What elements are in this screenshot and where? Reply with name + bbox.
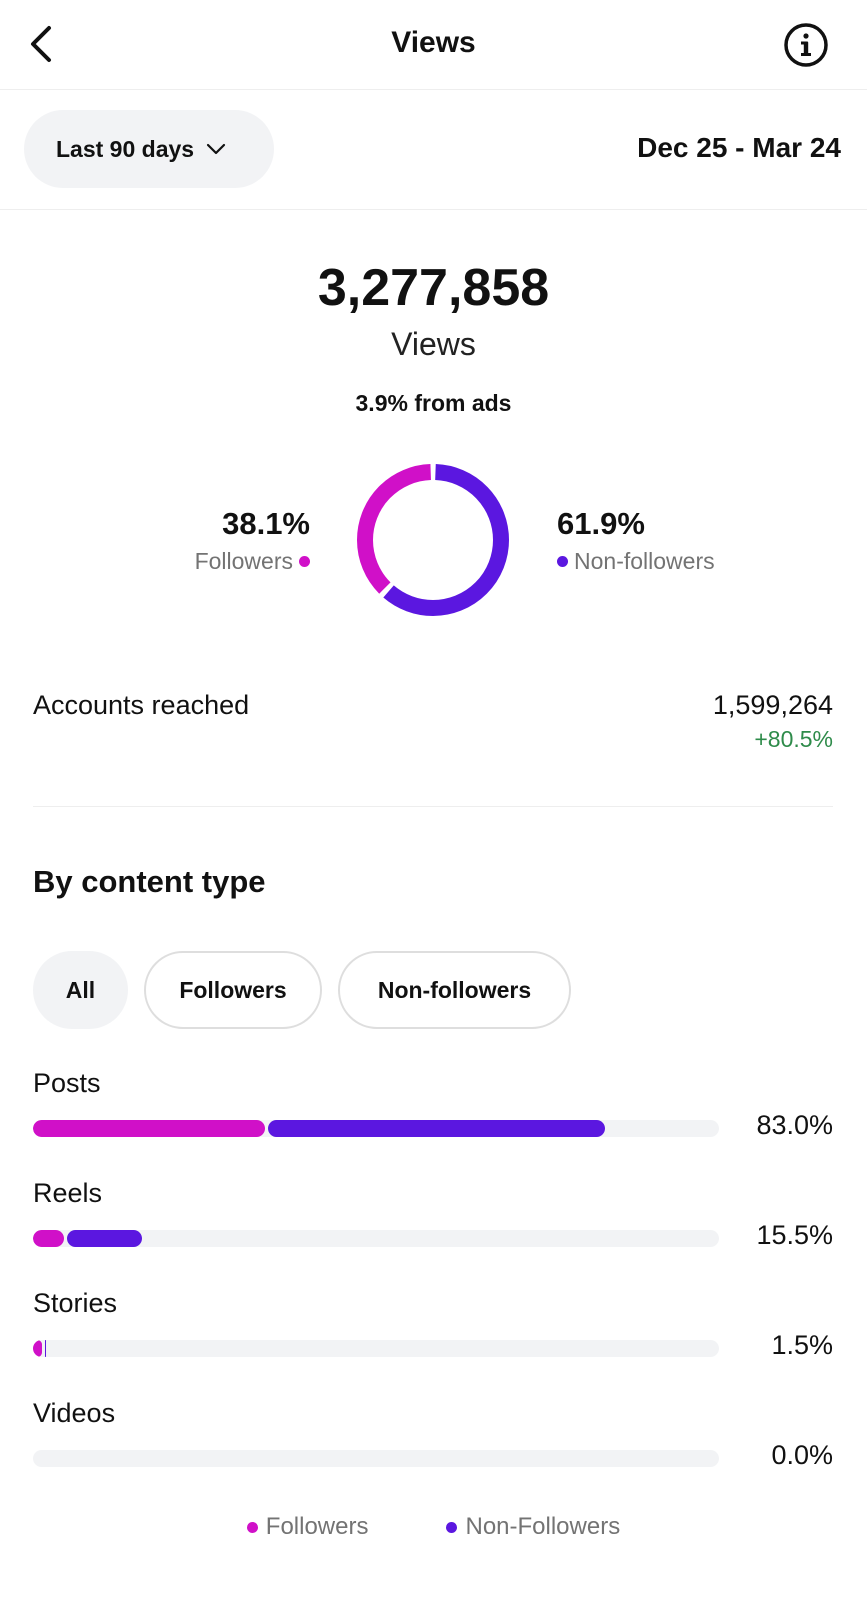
followers-share: 38.1% Followers	[195, 506, 310, 575]
accounts-reached-label: Accounts reached	[33, 690, 250, 720]
divider	[33, 806, 833, 807]
donut-nonfollowers-segment	[357, 464, 509, 616]
legend-item-nonfollowers: Non-Followers	[446, 1513, 620, 1541]
page-title: Views	[391, 26, 476, 59]
content-row-stories: Stories 1.5%	[33, 1288, 833, 1378]
followers-share-label: Followers	[194, 548, 293, 574]
top-bar: Views	[0, 0, 867, 90]
row-percent: 1.5%	[771, 1330, 833, 1360]
bar-track	[33, 1230, 719, 1247]
chip-nonfollowers[interactable]: Non-followers	[338, 951, 571, 1029]
row-percent: 83.0%	[756, 1110, 833, 1140]
content-row-posts: Posts 83.0%	[33, 1068, 833, 1158]
followers-dot-icon	[299, 556, 310, 567]
bar-track	[33, 1120, 719, 1137]
row-percent: 0.0%	[771, 1440, 833, 1470]
nonfollowers-share: 61.9% Non-followers	[557, 506, 715, 575]
accounts-reached-value: 1,599,264	[712, 690, 833, 720]
ads-share-note: 3.9% from ads	[355, 390, 512, 416]
followers-dot-icon	[246, 1521, 258, 1533]
bar-followers-segment	[33, 1230, 64, 1247]
chevron-left-icon	[31, 26, 51, 62]
date-range-text: Dec 25 - Mar 24	[637, 132, 841, 163]
total-views-value: 3,277,858	[317, 259, 550, 317]
total-views-label: Views	[391, 326, 476, 362]
nonfollowers-dot-icon	[557, 556, 568, 567]
row-percent: 15.5%	[756, 1220, 833, 1250]
row-label: Posts	[33, 1068, 101, 1098]
bar-followers-segment	[33, 1340, 42, 1357]
back-button[interactable]	[22, 24, 62, 64]
legend-label: Followers	[265, 1513, 369, 1540]
row-label: Reels	[33, 1178, 103, 1208]
nonfollowers-share-value: 61.9%	[557, 506, 645, 541]
chip-all[interactable]: All	[33, 951, 128, 1029]
bar-followers-segment	[33, 1120, 265, 1137]
bar-nonfollowers-segment	[44, 1340, 47, 1357]
legend-item-followers: Followers	[246, 1513, 369, 1541]
donut-followers-segment	[357, 464, 509, 616]
row-label: Videos	[33, 1398, 116, 1428]
followers-share-value: 38.1%	[222, 506, 310, 541]
accounts-reached-change: +80.5%	[754, 726, 833, 752]
bar-track	[33, 1450, 719, 1467]
views-donut-chart	[357, 464, 509, 616]
chart-legend: Followers Non-Followers	[0, 1513, 867, 1541]
row-label: Stories	[33, 1288, 118, 1318]
nonfollowers-share-label: Non-followers	[574, 548, 715, 574]
content-row-videos: Videos 0.0%	[33, 1398, 833, 1488]
content-row-reels: Reels 15.5%	[33, 1178, 833, 1268]
bar-nonfollowers-segment	[66, 1230, 143, 1247]
bar-track	[33, 1340, 719, 1357]
bar-nonfollowers-segment	[267, 1120, 606, 1137]
date-filter-bar: Last 90 days Dec 25 - Mar 24	[0, 90, 867, 210]
legend-label: Non-Followers	[465, 1513, 621, 1540]
chevron-down-icon	[206, 143, 226, 155]
nonfollowers-dot-icon	[446, 1521, 458, 1533]
info-icon	[784, 23, 828, 67]
info-button[interactable]	[783, 22, 829, 68]
date-range-dropdown-label: Last 90 days	[56, 135, 195, 162]
section-title: By content type	[33, 864, 266, 899]
date-range-dropdown[interactable]: Last 90 days	[24, 110, 274, 188]
chip-followers[interactable]: Followers	[144, 951, 322, 1029]
